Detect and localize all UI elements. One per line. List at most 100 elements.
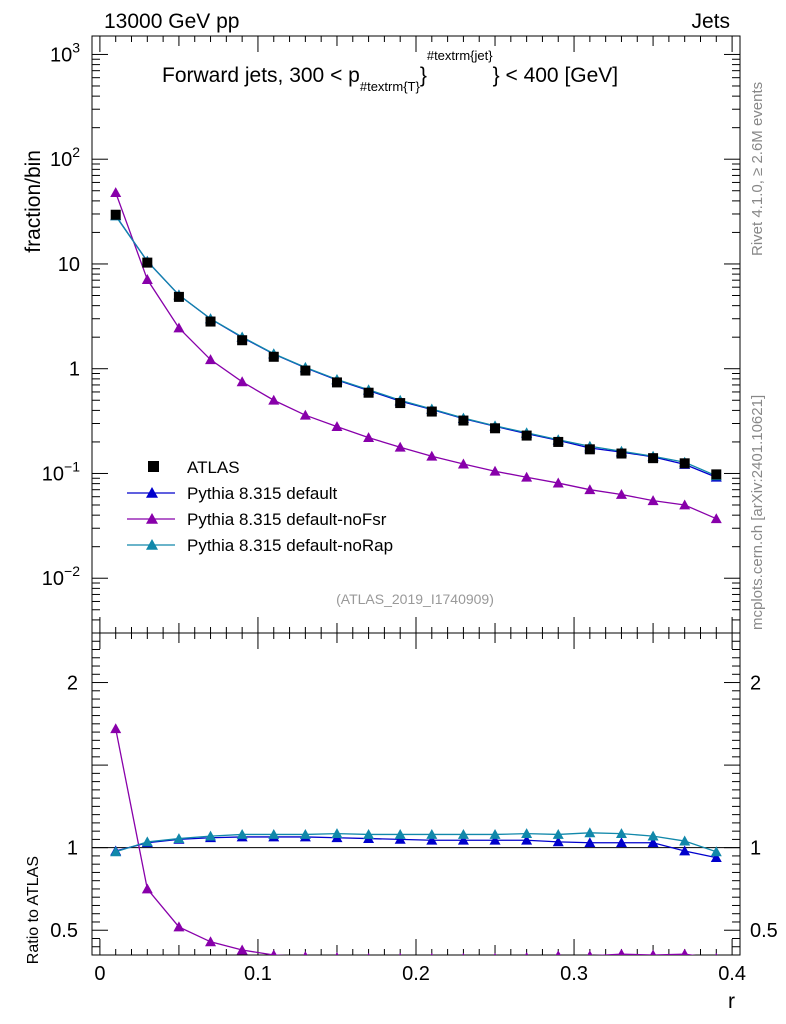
y-axis-label-main: fraction/bin bbox=[22, 150, 45, 253]
point-pythia-8-315-default-nofsr bbox=[679, 499, 691, 510]
y-tick-label: 10−2 bbox=[42, 563, 80, 590]
x-tick-label: 0 bbox=[94, 963, 105, 985]
ratio-point-pythia-8-315-default bbox=[552, 836, 564, 847]
legend-marker-pythia-8-315-default-norap bbox=[146, 539, 158, 550]
ratio-point-pythia-8-315-default-nofsr bbox=[110, 723, 122, 734]
ratio-point-pythia-8-315-default-norap bbox=[426, 828, 438, 839]
ratio-series-group bbox=[110, 723, 722, 955]
plot-title-prefix: Forward jets, 300 < p bbox=[162, 64, 360, 87]
point-pythia-8-315-default-nofsr bbox=[521, 471, 533, 482]
point-atlas bbox=[173, 291, 184, 302]
point-pythia-8-315-default-nofsr bbox=[584, 484, 596, 495]
ratio-point-pythia-8-315-default-norap bbox=[299, 828, 311, 839]
ratio-point-pythia-8-315-default-norap bbox=[110, 846, 122, 857]
point-atlas bbox=[300, 365, 311, 376]
ratio-point-pythia-8-315-default-nofsr bbox=[715, 952, 718, 955]
energy-label: 13000 GeV pp bbox=[104, 10, 239, 33]
ratio-point-pythia-8-315-default-nofsr bbox=[681, 948, 689, 955]
y-axis-label-ratio: Ratio to ATLAS bbox=[25, 856, 42, 964]
ratio-point-pythia-8-315-default-nofsr bbox=[270, 949, 277, 955]
ratio-point-pythia-8-315-default-norap bbox=[331, 828, 343, 839]
ratio-point-pythia-8-315-default-norap bbox=[552, 828, 564, 839]
ratio-point-pythia-8-315-default-norap bbox=[489, 828, 501, 839]
legend-label-atlas: ATLAS bbox=[187, 458, 240, 477]
ratio-point-pythia-8-315-default-norap bbox=[647, 830, 659, 841]
point-pythia-8-315-default-nofsr bbox=[647, 495, 659, 506]
ratio-point-pythia-8-315-default-nofsr bbox=[398, 952, 402, 955]
point-atlas bbox=[521, 430, 532, 441]
point-pythia-8-315-default-nofsr bbox=[615, 488, 627, 499]
point-atlas bbox=[458, 415, 469, 426]
ratio-point-pythia-8-315-default bbox=[584, 837, 596, 848]
category-label: Jets bbox=[691, 10, 730, 33]
plot-title-brace-2: } bbox=[493, 64, 506, 87]
ratio-y-tick-label-right: 0.5 bbox=[750, 920, 778, 942]
point-atlas bbox=[363, 387, 374, 398]
ratio-point-pythia-8-315-default-nofsr bbox=[617, 948, 625, 955]
legend-marker-pythia-8-315-default bbox=[146, 487, 158, 498]
point-atlas bbox=[331, 377, 342, 388]
ratio-y-tick-label-right: 1 bbox=[750, 838, 761, 860]
y-tick-label: 103 bbox=[50, 39, 80, 66]
y-tick-label: 102 bbox=[50, 144, 80, 171]
ratio-point-pythia-8-315-default-nofsr bbox=[367, 952, 370, 955]
ratio-y-tick-label-right: 2 bbox=[750, 673, 761, 695]
x-tick-label: 0.1 bbox=[244, 963, 272, 985]
point-atlas bbox=[110, 209, 121, 220]
ratio-point-pythia-8-315-default-nofsr bbox=[524, 951, 529, 955]
mcplots-label: mcplots.cern.ch [arXiv:2401.10621] bbox=[749, 395, 766, 630]
ratio-point-pythia-8-315-default-nofsr bbox=[173, 921, 185, 932]
plot-title-subscript: #textrm{T} bbox=[360, 79, 421, 94]
ratio-point-pythia-8-315-default bbox=[615, 837, 627, 848]
ratio-point-pythia-8-315-default-norap bbox=[457, 828, 469, 839]
ratio-point-pythia-8-315-default bbox=[426, 834, 438, 845]
ratio-line-pythia-8-315-default bbox=[115, 836, 717, 859]
line-pythia-8-315-default-nofsr bbox=[115, 192, 717, 520]
point-atlas bbox=[584, 444, 595, 455]
point-pythia-8-315-default-nofsr bbox=[236, 376, 248, 387]
plot-title-superscript: #textrm{jet} bbox=[427, 48, 493, 63]
ratio-point-pythia-8-315-default-nofsr bbox=[555, 950, 561, 955]
line-pythia-8-315-default-norap bbox=[115, 215, 717, 477]
x-tick-label: 0.4 bbox=[718, 963, 746, 985]
point-pythia-8-315-default-nofsr bbox=[331, 421, 343, 432]
point-atlas bbox=[711, 469, 722, 480]
main-series-group bbox=[110, 187, 722, 524]
ratio-point-pythia-8-315-default-nofsr bbox=[462, 952, 465, 955]
line-pythia-8-315-default bbox=[115, 215, 717, 478]
ratio-point-pythia-8-315-default-norap bbox=[679, 835, 691, 846]
ratio-point-pythia-8-315-default-norap bbox=[584, 827, 596, 838]
y-tick-label: 1 bbox=[69, 359, 80, 381]
point-atlas bbox=[553, 436, 564, 447]
ratio-point-pythia-8-315-default-norap bbox=[236, 828, 248, 839]
point-pythia-8-315-default-nofsr bbox=[363, 432, 375, 442]
point-pythia-8-315-default-nofsr bbox=[110, 187, 122, 197]
ratio-point-pythia-8-315-default-norap bbox=[521, 828, 533, 839]
ratio-point-pythia-8-315-default-nofsr bbox=[587, 950, 593, 955]
rivet-version-label: Rivet 4.1.0, ≥ 2.6M events bbox=[749, 82, 766, 256]
ratio-y-tick-label-left: 2 bbox=[67, 673, 78, 695]
point-atlas bbox=[205, 316, 216, 327]
ratio-point-pythia-8-315-default bbox=[457, 834, 469, 845]
ratio-point-pythia-8-315-default-nofsr bbox=[141, 883, 153, 894]
point-atlas bbox=[426, 406, 437, 417]
ratio-plot-frame bbox=[91, 632, 741, 956]
point-pythia-8-315-default-nofsr bbox=[457, 458, 469, 469]
legend-marker-pythia-8-315-default-nofsr bbox=[146, 513, 158, 524]
legend-label-pythia-8-315-default: Pythia 8.315 default bbox=[187, 484, 338, 503]
point-atlas bbox=[648, 453, 659, 464]
point-atlas bbox=[679, 458, 690, 469]
plot-title: Forward jets, 300 < p#textrm{T}}#textrm{… bbox=[162, 48, 618, 94]
point-pythia-8-315-default-nofsr bbox=[268, 394, 280, 405]
point-atlas bbox=[237, 335, 248, 346]
ratio-point-pythia-8-315-default-nofsr bbox=[236, 944, 248, 955]
analysis-id: (ATLAS_2019_I1740909) bbox=[336, 591, 494, 607]
ratio-point-pythia-8-315-default-nofsr bbox=[205, 936, 217, 947]
ratio-point-pythia-8-315-default-nofsr bbox=[493, 952, 497, 955]
ratio-point-pythia-8-315-default-norap bbox=[363, 828, 375, 839]
legend-label-pythia-8-315-default-nofsr: Pythia 8.315 default-noFsr bbox=[187, 510, 387, 529]
ratio-point-pythia-8-315-default-norap bbox=[173, 833, 185, 843]
point-pythia-8-315-default-nofsr bbox=[552, 477, 564, 488]
point-atlas bbox=[616, 448, 627, 459]
